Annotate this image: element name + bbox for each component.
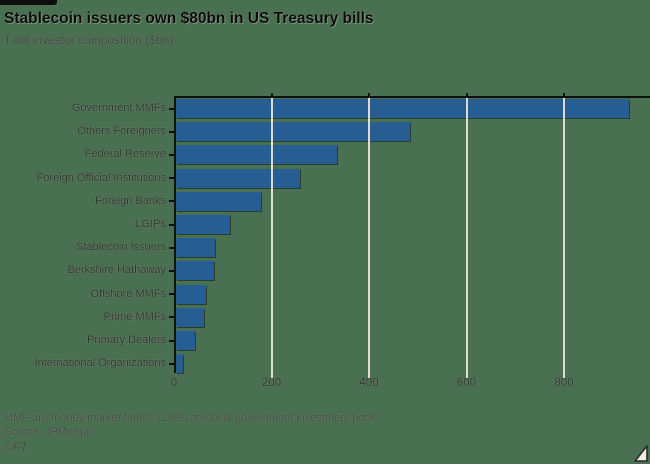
- y-axis-tick: [169, 293, 174, 296]
- y-axis-tick: [169, 246, 174, 249]
- bar-lgips: [176, 215, 230, 234]
- x-axis-tick: [465, 93, 468, 96]
- bar-foreign-official-institutions: [176, 168, 301, 188]
- y-axis-tick: [169, 339, 174, 342]
- x-tick-label: 800: [554, 377, 574, 389]
- plot-top-rule: [174, 96, 650, 98]
- bar-stablecoin-issuers: [176, 238, 215, 258]
- category-label: Foreign Banks: [95, 194, 166, 207]
- bar-foreign-banks: [176, 191, 262, 211]
- category-label: Stablecoin Issuers: [76, 241, 166, 254]
- bar-others-foreigners: [176, 122, 410, 142]
- plot-area: 0 200 400 600 800 Government MMFs Others Forei…: [35, 93, 650, 389]
- y-axis-tick: [169, 153, 174, 156]
- category-label: Federal Reserve: [84, 148, 166, 161]
- category-label: Foreign Official Institutions: [36, 171, 166, 184]
- x-tick-label: 400: [359, 377, 379, 389]
- x-axis-tick: [368, 93, 370, 96]
- bar-prime-mmfs: [176, 307, 205, 327]
- bar-federal-reserve: [176, 145, 337, 165]
- chart-subtitle: T-bill investor composition ($bn): [4, 33, 174, 47]
- bar-berkshire-hathaway: [176, 261, 214, 281]
- x-axis-tick: [270, 93, 273, 96]
- x-tick-label: 0: [170, 377, 178, 389]
- y-axis-tick: [169, 316, 174, 319]
- credit-line: ©FT: [4, 440, 28, 454]
- category-label: Berkshire Hathaway: [67, 264, 166, 277]
- footnote: MMF are money market funds. LGIPs are lo…: [4, 412, 382, 424]
- resize-grip-icon: [634, 445, 648, 462]
- y-axis-tick: [169, 223, 174, 226]
- y-axis-tick: [169, 177, 174, 180]
- y-axis-tick: [169, 362, 174, 365]
- category-label: Others Foreigners: [77, 125, 166, 138]
- x-tick-label: 200: [261, 377, 282, 389]
- y-axis-tick: [169, 200, 174, 203]
- x-axis-tick: [563, 93, 565, 96]
- category-label: LGIPs: [135, 218, 166, 230]
- gridline-400: [368, 98, 370, 378]
- bar-offshore-mmfs: [176, 284, 207, 304]
- y-axis-line: [174, 96, 176, 373]
- bar-primary-dealers: [176, 331, 195, 350]
- y-axis-tick: [169, 107, 174, 110]
- bar-government-mmfs: [176, 99, 630, 118]
- gridline-600: [465, 98, 468, 378]
- gridline-800: [563, 98, 565, 378]
- category-label: Offshore MMFs: [90, 287, 166, 300]
- accent-bar: [0, 0, 57, 5]
- gridline-200: [270, 98, 273, 378]
- chart-title: Stablecoin issuers own $80bn in US Treas…: [4, 10, 374, 27]
- category-label: Government MMFs: [71, 102, 166, 114]
- y-axis-tick: [169, 130, 174, 133]
- bar-international-organizations: [176, 354, 184, 374]
- category-label: Primary Dealers: [87, 334, 166, 346]
- x-tick-label: 600: [456, 377, 477, 389]
- y-axis-tick: [169, 269, 174, 272]
- category-label: International Organizations: [34, 357, 166, 370]
- source-line: Source: JPMorgan: [4, 426, 96, 438]
- category-label: Prime MMFs: [103, 310, 166, 323]
